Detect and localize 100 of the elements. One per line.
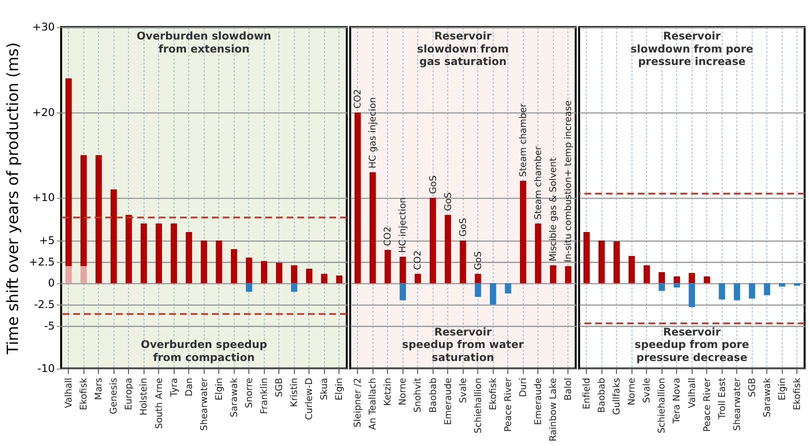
y-tick-label: +2.5 [28,255,55,268]
x-tick-label: Balol [563,378,574,400]
x-tick-label: Franklin [259,378,270,414]
x-tick-label: Norne [398,377,409,406]
x-tick-label: Elgin [214,378,225,400]
bar [306,268,312,284]
bar [246,283,252,292]
x-tick-label: Sleipner /2 [352,378,364,428]
x-tick-label: Duri [518,378,529,398]
x-tick-label: Ekofisk [488,377,499,410]
x-tick-label: Snorre [244,377,255,408]
bar [534,223,542,284]
bar [764,283,770,296]
y-tick-label: -10 [37,362,56,375]
bar [260,261,268,284]
bar [65,78,72,266]
data-label: In-situ combustion+ temp increase [563,100,574,262]
bar [170,223,178,284]
x-tick-label: Tera Nova [672,378,683,424]
bar [658,272,665,284]
bar [126,214,132,284]
x-tick-label: Ekofisk [78,377,90,410]
bar [291,283,298,292]
bar [321,274,328,284]
data-label: CO2 [382,226,394,246]
x-tick-label: Troll East [716,377,728,420]
bar [96,155,102,284]
y-tick-label: -2.5 [34,298,55,311]
x-tick-label: An Teallach [368,378,379,430]
x-tick-label: Dan [184,378,195,396]
x-tick-label: Rainbow Lake [548,377,560,442]
bar [186,232,192,284]
bar [430,198,436,284]
y-tick-label: -5 [44,319,55,332]
bar [400,256,406,284]
data-label: GoS [442,192,454,212]
x-tick-label: Snohvit [412,377,424,413]
bar [414,274,421,284]
bar [644,265,650,284]
bar [291,265,298,284]
y-tick-label: 0 [48,276,56,290]
bar [460,240,466,284]
annotation: Reservoir slowdown from gas saturation [417,30,509,68]
data-label: CO2 [412,250,424,270]
bar [688,272,696,284]
annotation: Reservoir speedup from water saturation [402,326,524,364]
x-tick-label: Holstein [138,378,150,416]
x-tick-label: South Arne [154,377,165,429]
data-label: Steam chamber [518,103,529,177]
bar [140,223,147,284]
x-tick-label: Sarawak [228,377,240,418]
bar [550,265,556,284]
bar [336,276,342,284]
bar [400,283,406,300]
x-tick-label: Shearwater [732,378,743,431]
bar [354,112,361,284]
bar [276,262,282,284]
x-tick-label: Schiehallion [656,378,668,434]
bar [444,214,452,284]
bar [474,274,482,284]
x-tick-label: Europa [124,378,135,410]
data-label: GoS [472,251,484,270]
annotation: Reservoir slowdown from pore pressure increase [630,30,754,68]
x-tick-label: Valhall [686,378,698,408]
bar [688,283,696,308]
data-label: HC gas injecion [368,97,379,168]
x-tick-label: Enfield [582,378,593,410]
bar [583,232,590,284]
x-tick-label: Curlew-D [304,378,316,420]
x-tick-label: Shearwater [198,378,210,431]
bar [80,155,87,266]
y-tick-label: +30 [32,20,56,34]
bar [246,258,252,284]
x-tick-label: Baobab [428,378,439,413]
bar [216,240,222,284]
bar [565,266,572,284]
x-tick-label: Kristin [289,378,300,407]
bar [704,276,710,284]
x-tick-label: Tyra [168,378,180,398]
x-tick-label: Norne [626,377,638,406]
bar [674,283,680,288]
x-tick-label: Elgin [776,378,788,400]
y-tick-label: +20 [32,106,56,119]
x-tick-label: Valhall [64,378,75,408]
x-tick-label: Gullfaks [612,378,623,415]
data-label: CO2 [352,89,364,109]
bar [474,283,482,297]
x-tick-label: Svale [642,377,653,403]
x-tick-label: Ketzin [382,378,394,406]
bar [658,283,665,291]
bar [598,240,605,284]
x-tick-label: Emeraude [442,377,454,425]
annotation: Overburden slowdown from extension [136,30,272,56]
annotation: Overburden speedup from compaction [140,338,268,364]
x-tick-label: Ekofisk [792,377,804,410]
bar [748,283,756,299]
x-tick-label: Schiehallion [472,378,484,434]
bar [520,180,526,284]
y-tick-label: +10 [32,191,56,204]
bar [200,240,208,284]
